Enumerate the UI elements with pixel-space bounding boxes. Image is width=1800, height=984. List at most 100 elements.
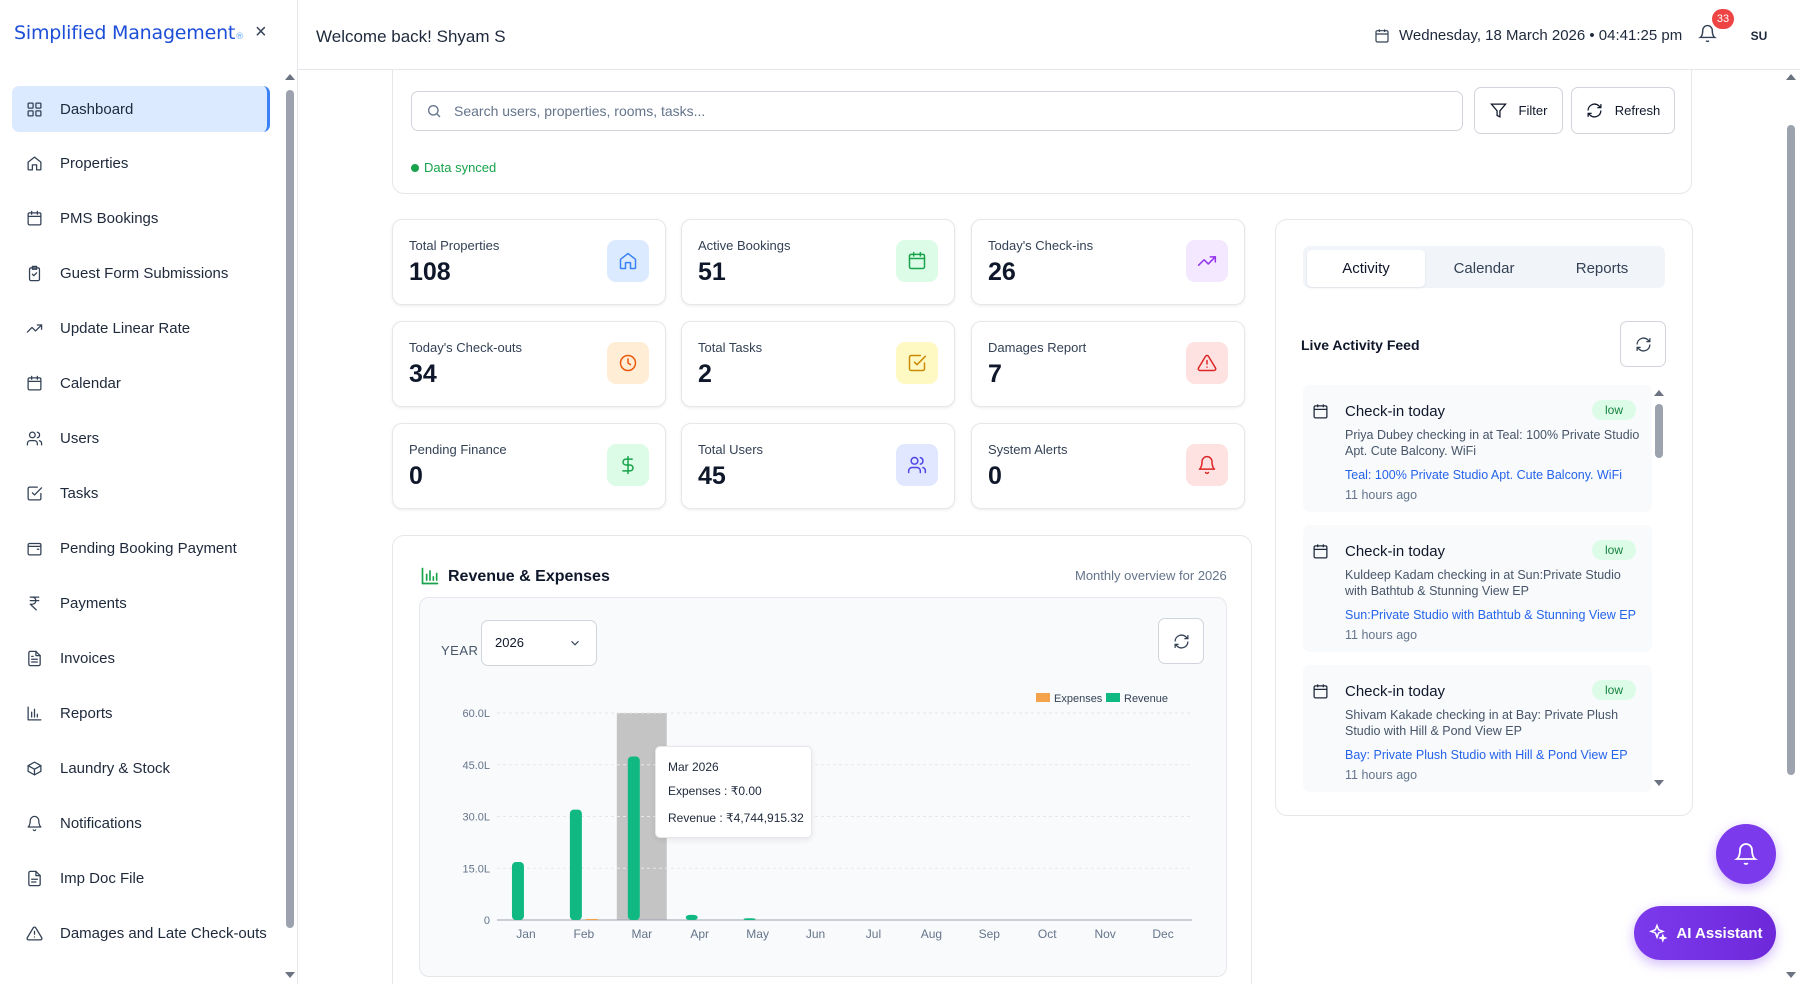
calendar-icon (25, 374, 43, 392)
sidebar-item-imp-doc-file[interactable]: Imp Doc File (12, 854, 270, 902)
tab-activity[interactable]: Activity (1307, 250, 1425, 287)
main-scroll-up-icon[interactable] (1786, 74, 1796, 80)
refresh-label: Refresh (1614, 103, 1661, 118)
revenue-bar (685, 914, 698, 920)
sidebar-scroll-down-icon[interactable] (285, 972, 295, 978)
sidebar-scrollbar[interactable] (286, 90, 294, 928)
x-tick-label: Dec (1152, 927, 1173, 941)
sidebar-item-pms-bookings[interactable]: PMS Bookings (12, 194, 270, 242)
feed-item-time: 11 hours ago (1345, 488, 1418, 502)
stat-card-total-tasks[interactable]: Total Tasks 2 (681, 321, 955, 407)
alert-triangle-icon (25, 924, 43, 942)
current-datetime: Wednesday, 18 March 2026 • 04:41:25 pm (1374, 27, 1682, 44)
sidebar-item-dashboard[interactable]: Dashboard (12, 86, 270, 132)
legend-swatch-revenue (1106, 693, 1120, 702)
stat-label: Total Tasks (698, 340, 763, 355)
x-tick-label: Sep (979, 927, 1001, 941)
close-sidebar-icon[interactable]: × (255, 21, 267, 43)
sidebar-item-notifications[interactable]: Notifications (12, 799, 270, 847)
sidebar-item-label: PMS Bookings (60, 209, 159, 227)
sidebar-item-damages-and-late-check-outs[interactable]: Damages and Late Check-outs (12, 909, 270, 957)
feed-title: Live Activity Feed (1301, 337, 1420, 353)
feed-scroll-up-icon[interactable] (1654, 390, 1664, 396)
sidebar-item-label: Reports (60, 704, 113, 722)
x-tick-label: Jun (806, 927, 825, 941)
sidebar-item-label: Dashboard (60, 100, 134, 118)
stat-label: Total Properties (409, 238, 500, 253)
activity-feed-item[interactable]: Check-in today low Shivam Kakade checking … (1303, 665, 1652, 792)
feed-item-description: Priya Dubey checking in at Teal: 100% Pr… (1345, 428, 1640, 458)
year-select[interactable]: 2026 (481, 620, 597, 666)
feed-item-title: Check-in today (1345, 543, 1446, 560)
stat-card-today-s-check-ins[interactable]: Today's Check-ins 26 (971, 219, 1245, 305)
sidebar-item-laundry-stock[interactable]: Laundry & Stock (12, 744, 270, 792)
expenses-bar (585, 918, 598, 920)
feed-refresh-button[interactable] (1620, 321, 1666, 367)
refresh-button[interactable]: Refresh (1571, 87, 1675, 134)
sidebar-item-payments[interactable]: Payments (12, 579, 270, 627)
main-scroll-down-icon[interactable] (1786, 972, 1796, 978)
trending-up-icon (1186, 240, 1228, 282)
brand-logo[interactable]: Simplified Management® (14, 22, 244, 44)
tab-reports[interactable]: Reports (1575, 260, 1629, 277)
sidebar-item-pending-booking-payment[interactable]: Pending Booking Payment (12, 524, 270, 572)
x-tick-label: Feb (574, 927, 595, 941)
refresh-icon (1635, 337, 1651, 351)
ai-assistant-button[interactable]: AI Assistant (1634, 906, 1776, 960)
tab-calendar[interactable]: Calendar (1453, 260, 1515, 277)
sidebar-item-properties[interactable]: Properties (12, 139, 270, 187)
stat-card-active-bookings[interactable]: Active Bookings 51 (681, 219, 955, 305)
calendar-icon (1312, 543, 1329, 560)
clock-icon (607, 342, 649, 384)
sidebar-nav: Dashboard Properties PMS Bookings Guest For… (12, 86, 270, 964)
sidebar-item-calendar[interactable]: Calendar (12, 359, 270, 407)
welcome-message: Welcome back! Shyam S (316, 27, 506, 46)
sidebar-item-label: Calendar (60, 374, 121, 392)
sidebar-item-label: Properties (60, 154, 129, 172)
y-tick-label: 60.0L (462, 708, 490, 720)
search-input[interactable] (454, 103, 1414, 119)
trending-up-icon (25, 319, 43, 337)
sidebar-item-reports[interactable]: Reports (12, 689, 270, 737)
feed-item-property-link[interactable]: Sun:Private Studio with Bathtub & Stunni… (1345, 608, 1636, 622)
feed-scrollbar[interactable] (1655, 404, 1663, 458)
revenue-bar (627, 756, 640, 920)
filter-button[interactable]: Filter (1474, 87, 1563, 134)
x-tick-label: Apr (690, 927, 709, 941)
tooltip-title: Mar 2026 (668, 760, 719, 774)
activity-feed-item[interactable]: Check-in today low Kuldeep Kadam checking … (1303, 525, 1652, 652)
feed-item-property-link[interactable]: Bay: Private Plush Studio with Hill & Po… (1345, 748, 1628, 762)
year-label: YEAR (441, 643, 479, 658)
stat-card-damages-report[interactable]: Damages Report 7 (971, 321, 1245, 407)
activity-feed-item[interactable]: Check-in today low Priya Dubey checking in… (1303, 385, 1652, 512)
notifications-bell[interactable] (1698, 24, 1718, 44)
activity-tabs: Activity Calendar Reports (1303, 246, 1665, 288)
y-tick-label: 45.0L (462, 760, 490, 772)
datetime-text: Wednesday, 18 March 2026 • 04:41:25 pm (1399, 27, 1683, 44)
feed-scroll-down-icon[interactable] (1654, 780, 1664, 786)
sidebar-item-tasks[interactable]: Tasks (12, 469, 270, 517)
revenue-expenses-chart[interactable]: 0 15.0L 30.0L 45.0L 60.0L Jan Feb Mar Apr May Jun J… (420, 598, 1228, 978)
sidebar-item-label: Laundry & Stock (60, 759, 171, 777)
sidebar-item-update-linear-rate[interactable]: Update Linear Rate (12, 304, 270, 352)
floating-notification-button[interactable] (1716, 824, 1776, 884)
main-scrollbar[interactable] (1787, 125, 1795, 775)
user-avatar[interactable]: SU (1744, 21, 1774, 51)
feed-item-property-link[interactable]: Teal: 100% Private Studio Apt. Cute Balc… (1345, 468, 1622, 482)
stat-card-system-alerts[interactable]: System Alerts 0 (971, 423, 1245, 509)
sidebar-item-guest-form-submissions[interactable]: Guest Form Submissions (12, 249, 270, 297)
sidebar-item-label: Guest Form Submissions (60, 264, 229, 282)
stat-card-pending-finance[interactable]: Pending Finance 0 (392, 423, 666, 509)
ai-assistant-label: AI Assistant (1676, 924, 1763, 942)
sidebar-item-users[interactable]: Users (12, 414, 270, 462)
search-box[interactable] (411, 91, 1463, 131)
chart-refresh-button[interactable] (1158, 618, 1204, 664)
stat-card-total-users[interactable]: Total Users 45 (681, 423, 955, 509)
stat-label: Today's Check-outs (409, 340, 523, 355)
sidebar-scroll-up-icon[interactable] (285, 74, 295, 80)
brand-name: Simplified Management (14, 22, 236, 44)
stat-card-total-properties[interactable]: Total Properties 108 (392, 219, 666, 305)
calendar-icon (25, 209, 43, 227)
stat-card-today-s-check-outs[interactable]: Today's Check-outs 34 (392, 321, 666, 407)
sidebar-item-invoices[interactable]: Invoices (12, 634, 270, 682)
